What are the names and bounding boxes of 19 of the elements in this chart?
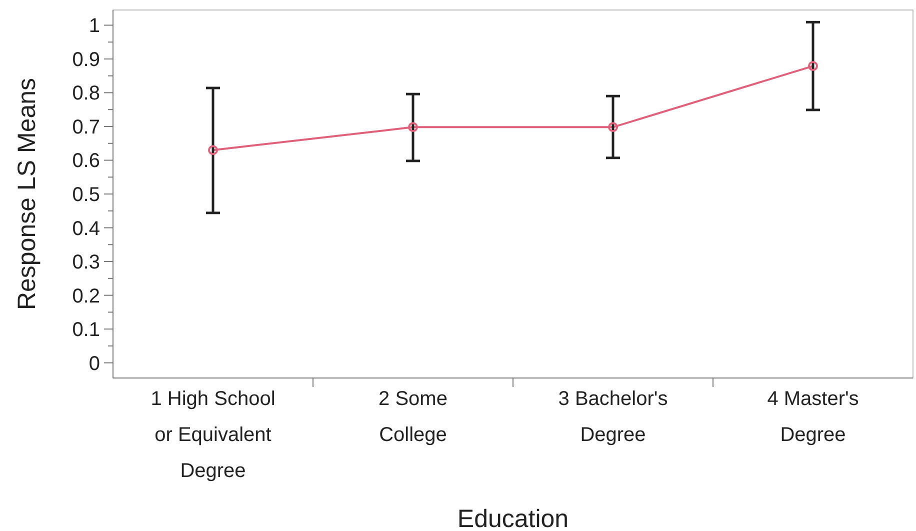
y-tick-label: 0.9 (72, 48, 100, 71)
y-tick-label: 0.6 (72, 150, 100, 172)
y-tick-label: 0.5 (72, 184, 100, 206)
y-tick-label: 0.3 (72, 252, 100, 274)
x-tick-label: 4 Master's Degree (767, 388, 859, 446)
y-tick-label: 0 (88, 352, 100, 375)
point (408, 122, 418, 132)
point (608, 122, 618, 132)
y-axis-title: Response LS Means (13, 78, 41, 310)
y-tick-label: 1 (88, 15, 100, 38)
y-tick-label: 0.4 (72, 218, 100, 240)
y-tick-label: 0.7 (72, 116, 100, 138)
x-axis-title: Education (457, 505, 569, 531)
x-tick-label: 1 High School or Equivalent Degree (150, 388, 276, 482)
x-tick-label: 3 Bachelor's Degree (558, 388, 668, 446)
y-tick-label: 0.1 (72, 319, 100, 342)
y-tick-label: 0.8 (72, 82, 100, 105)
y-tick-label: 0.2 (72, 285, 100, 308)
x-tick-label: 2 Some College (378, 388, 448, 446)
